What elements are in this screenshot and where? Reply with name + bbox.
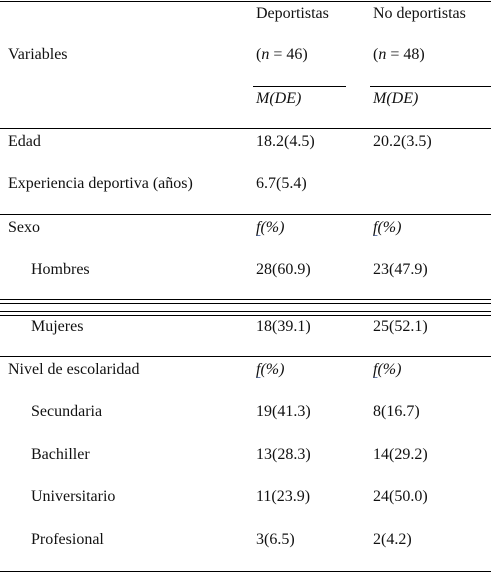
col2-title: No deportistas — [373, 5, 466, 22]
col2-f-letter: f — [373, 219, 378, 236]
col2-f-letter: f — [373, 361, 378, 378]
col2-f-rest: (%) — [377, 361, 402, 378]
row-mujeres-col1: 18(39.1) — [256, 318, 311, 335]
col1-stat: M(DE) — [256, 90, 302, 107]
row-profesional-label: Profesional — [31, 531, 104, 548]
row-mujeres-label: Mujeres — [31, 318, 84, 335]
header-variables: Variables — [8, 46, 68, 63]
col2-stat: M(DE) — [373, 90, 419, 107]
col1-f-letter: f — [256, 361, 261, 378]
col1-n-open: ( — [256, 46, 262, 63]
double-rule-top-b — [0, 303, 491, 304]
row-profesional-col2: 2(4.2) — [373, 531, 412, 548]
col2-header-rule — [370, 86, 491, 87]
row-bachiller-col2: 14(29.2) — [373, 446, 428, 463]
row-universitario-col2: 24(50.0) — [373, 488, 428, 505]
row-sexo-col1-stat: f(%) — [256, 219, 284, 237]
col1-header-rule — [253, 86, 346, 87]
col1-f-letter: f — [256, 219, 261, 236]
double-rule-bottom-a — [0, 311, 491, 312]
col2-n: (n = 48) — [373, 46, 425, 64]
table-top-rule — [0, 1, 491, 2]
row-bachiller-label: Bachiller — [31, 446, 90, 463]
row-escolaridad-col1-stat: f(%) — [256, 361, 284, 379]
row-secundaria-col1: 19(41.3) — [256, 403, 311, 420]
row-edad-col1: 18.2(4.5) — [256, 133, 315, 150]
col1-f-rest: (%) — [260, 219, 285, 236]
row-mujeres-col2: 25(52.1) — [373, 318, 428, 335]
col1-title: Deportistas — [256, 5, 329, 22]
row-secundaria-col2: 8(16.7) — [373, 403, 420, 420]
row-edad-label: Edad — [8, 133, 41, 150]
row-universitario-label: Universitario — [31, 488, 116, 505]
col1-n-value: = 46) — [269, 46, 308, 63]
header-bottom-rule — [0, 128, 491, 129]
col2-n-value: = 48) — [386, 46, 425, 63]
row-hombres-col2: 23(47.9) — [373, 261, 428, 278]
col1-n: (n = 46) — [256, 46, 308, 64]
row-sexo-col2-stat: f(%) — [373, 219, 401, 237]
section-rule-sexo — [0, 214, 491, 215]
col1-f-rest: (%) — [260, 361, 285, 378]
row-profesional-col1: 3(6.5) — [256, 531, 295, 548]
col2-f-rest: (%) — [377, 219, 402, 236]
row-secundaria-label: Secundaria — [31, 403, 103, 420]
row-escolaridad-label: Nivel de escolaridad — [8, 361, 140, 378]
double-rule-top-a — [0, 299, 491, 300]
col2-n-var: n — [378, 46, 387, 63]
section-rule-escolaridad — [0, 356, 491, 357]
row-edad-col2: 20.2(3.5) — [373, 133, 432, 150]
col1-n-var: n — [261, 46, 270, 63]
row-experiencia-label: Experiencia deportiva (años) — [8, 175, 193, 192]
table-bottom-rule — [0, 571, 491, 572]
row-sexo-label: Sexo — [8, 219, 40, 236]
col2-n-open: ( — [373, 46, 379, 63]
row-bachiller-col1: 13(28.3) — [256, 446, 311, 463]
row-universitario-col1: 11(23.9) — [256, 488, 311, 505]
row-hombres-label: Hombres — [31, 261, 90, 278]
double-rule-bottom-b — [0, 315, 491, 316]
row-hombres-col1: 28(60.9) — [256, 261, 311, 278]
row-experiencia-col1: 6.7(5.4) — [256, 175, 307, 192]
row-escolaridad-col2-stat: f(%) — [373, 361, 401, 379]
